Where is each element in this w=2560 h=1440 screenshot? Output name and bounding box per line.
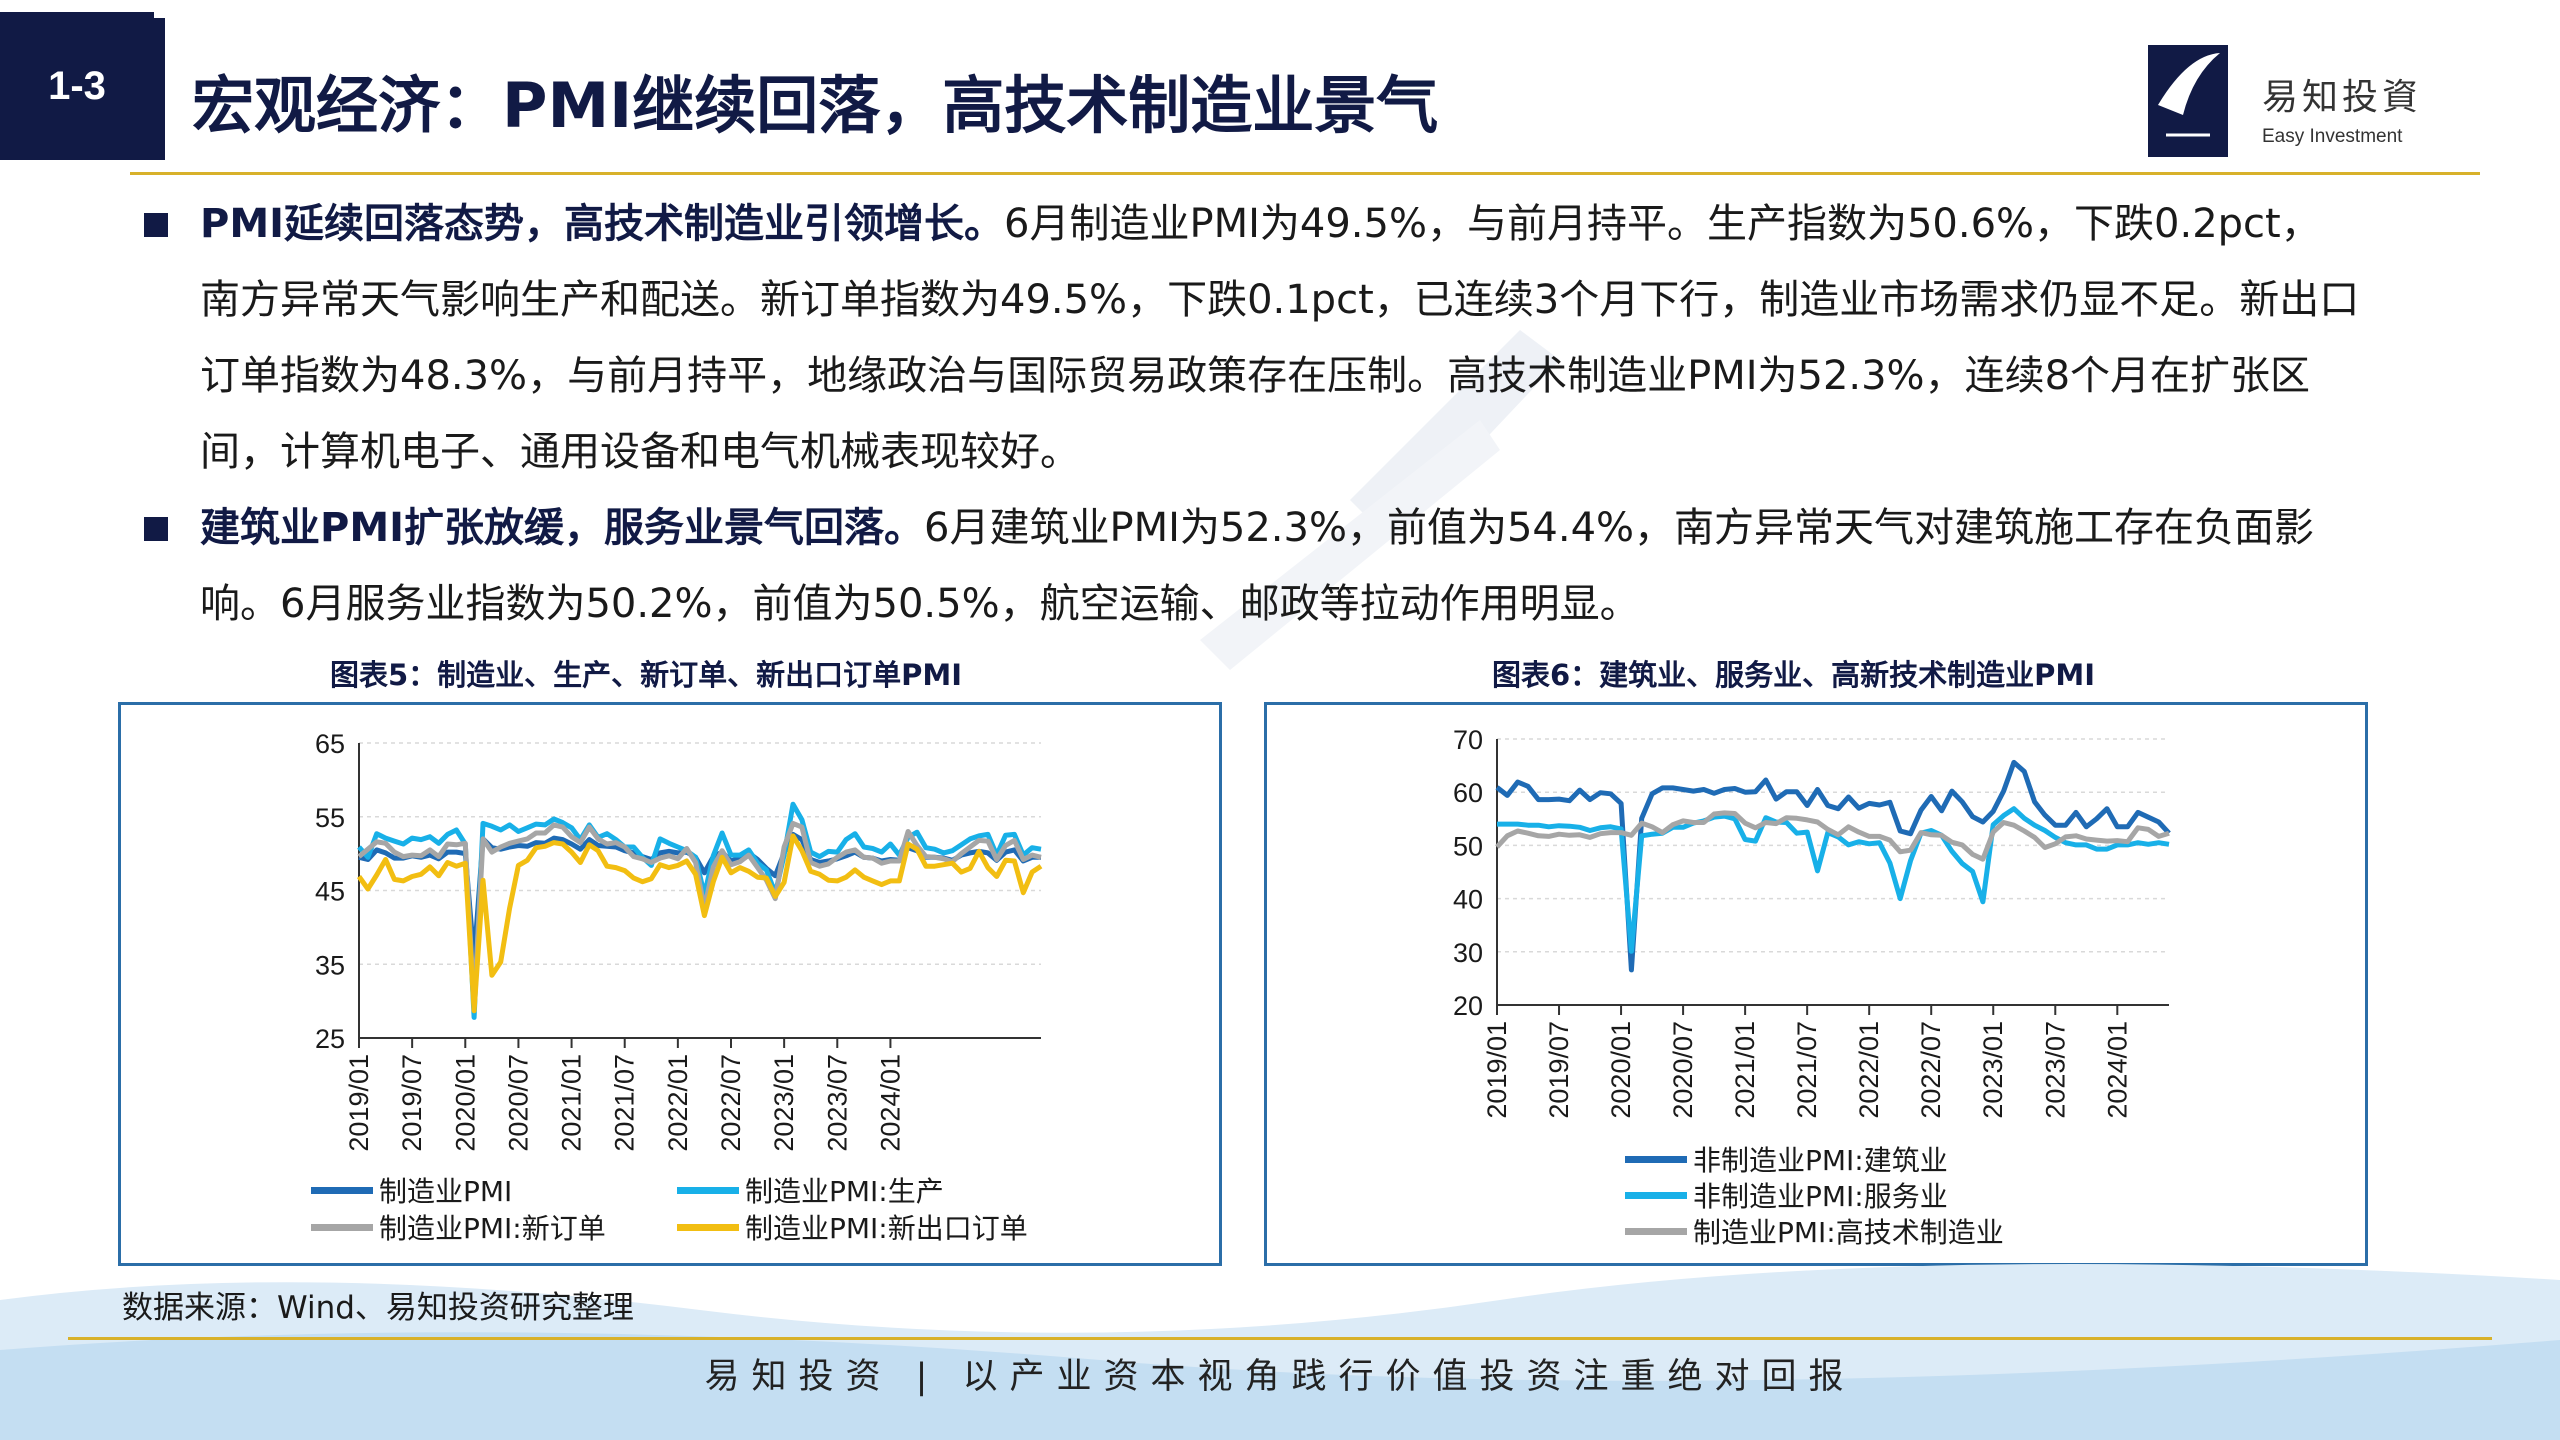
x-tick-label: 2024/01 <box>875 1054 905 1152</box>
legend-label: 非制造业PMI:服务业 <box>1693 1180 1948 1213</box>
legend-label: 制造业PMI <box>379 1175 513 1208</box>
series-line <box>357 801 1042 1020</box>
bullet-heading: PMI延续回落态势，高技术制造业引领增长。 <box>200 201 1005 247</box>
y-tick-label: 65 <box>315 729 345 759</box>
logo-subtitle: Easy Investment <box>2262 126 2403 147</box>
page-title: 宏观经济：PMI继续回落，高技术制造业景气 <box>192 69 1439 142</box>
section-number: 1-3 <box>48 63 106 108</box>
x-tick-label: 2019/01 <box>344 1054 374 1152</box>
legend-swatch <box>677 1223 739 1231</box>
legend-item: 制造业PMI <box>311 1170 512 1210</box>
legend-swatch <box>1625 1155 1687 1163</box>
series-line <box>1495 759 2171 973</box>
legend-swatch <box>311 1186 373 1194</box>
bullet-item: PMI延续回落态势，高技术制造业引领增长。6月制造业PMI为49.5%，与前月持… <box>140 186 2360 490</box>
x-tick-label: 2023/01 <box>1978 1021 2008 1119</box>
footer-wave-decoration <box>0 1264 2560 1440</box>
legend-item: 制造业PMI:新订单 <box>311 1207 606 1247</box>
x-tick-label: 2023/07 <box>2040 1021 2070 1119</box>
bullet-list: PMI延续回落态势，高技术制造业引领增长。6月制造业PMI为49.5%，与前月持… <box>140 186 2360 642</box>
y-tick-label: 40 <box>1453 885 1483 915</box>
header-divider <box>130 172 2480 175</box>
y-tick-label: 55 <box>315 803 345 833</box>
chart6-panel: 70 60 50 40 30 20 2019/01 2019/07 2020/01 2020/07… <box>1264 702 2368 1266</box>
legend-label: 制造业PMI:新出口订单 <box>745 1212 1028 1245</box>
bullet-heading: 建筑业PMI扩张放缓，服务业景气回落。 <box>200 505 925 551</box>
x-tick-label: 2023/01 <box>769 1054 799 1152</box>
y-tick-label: 70 <box>1453 725 1483 755</box>
chart5-title: 图表5：制造业、生产、新订单、新出口订单PMI <box>330 658 963 692</box>
legend-swatch <box>1625 1227 1687 1235</box>
chart5-panel: 65 55 45 35 25 2019/01 2019/07 2020/01 2020/07 20… <box>118 702 1222 1266</box>
bullet-text: 6月建筑业PMI为52.3%，前值为54.4%，南方异常天气对建筑施工存在负面影… <box>200 505 2315 627</box>
legend-label: 制造业PMI:新订单 <box>379 1212 606 1245</box>
x-tick-label: 2020/07 <box>503 1054 533 1152</box>
legend-item: 非制造业PMI:建筑业 <box>1625 1139 1948 1179</box>
x-tick-label: 2020/01 <box>450 1054 480 1152</box>
bullet-item: 建筑业PMI扩张放缓，服务业景气回落。6月建筑业PMI为52.3%，前值为54.… <box>140 490 2360 642</box>
legend-item: 制造业PMI:生产 <box>677 1170 944 1210</box>
legend-label: 制造业PMI:生产 <box>745 1175 944 1208</box>
x-tick-label: 2021/07 <box>610 1054 640 1152</box>
x-tick-label: 2021/07 <box>1792 1021 1822 1119</box>
chart6-title: 图表6：建筑业、服务业、高新技术制造业PMI <box>1492 658 2096 692</box>
legend-swatch <box>1625 1191 1687 1199</box>
y-tick-label: 25 <box>315 1024 345 1054</box>
x-tick-label: 2019/07 <box>1544 1021 1574 1119</box>
section-number-badge: 1-3 <box>0 12 154 160</box>
legend-swatch <box>677 1186 739 1194</box>
bullet-square-icon <box>144 517 168 541</box>
footer-divider <box>68 1337 2492 1340</box>
footer-slogan: 易知投资 | 以产业资本视角践行价值投资注重绝对回报 <box>704 1357 1856 1397</box>
x-tick-label: 2022/01 <box>1854 1021 1884 1119</box>
y-tick-label: 45 <box>315 877 345 907</box>
series-line <box>356 833 1043 1014</box>
logo-brand-text: 易知投資 <box>2262 77 2423 118</box>
bullet-square-icon <box>144 213 168 237</box>
x-tick-label: 2020/01 <box>1606 1021 1636 1119</box>
x-tick-label: 2024/01 <box>2102 1021 2132 1119</box>
x-tick-label: 2021/01 <box>1730 1021 1760 1119</box>
x-tick-label: 2022/07 <box>716 1054 746 1152</box>
series-line <box>1495 810 2170 862</box>
legend-item: 制造业PMI:高技术制造业 <box>1625 1211 2004 1251</box>
legend-label: 非制造业PMI:建筑业 <box>1693 1144 1948 1177</box>
y-tick-label: 60 <box>1453 778 1483 808</box>
y-tick-label: 35 <box>315 950 345 980</box>
easy-logo-icon <box>2148 45 2228 157</box>
section-accent-bar <box>147 18 165 160</box>
x-tick-label: 2022/01 <box>663 1054 693 1152</box>
data-source-note: 数据来源：Wind、易知投资研究整理 <box>122 1290 634 1326</box>
x-tick-label: 2021/01 <box>557 1054 587 1152</box>
y-tick-label: 50 <box>1453 831 1483 861</box>
legend-swatch <box>311 1223 373 1231</box>
x-tick-label: 2022/07 <box>1916 1021 1946 1119</box>
x-tick-label: 2023/07 <box>822 1054 852 1152</box>
legend-item: 非制造业PMI:服务业 <box>1625 1175 1948 1215</box>
x-tick-label: 2019/01 <box>1482 1021 1512 1119</box>
y-tick-label: 20 <box>1453 991 1483 1021</box>
x-tick-label: 2019/07 <box>397 1054 427 1152</box>
bullet-text: 6月制造业PMI为49.5%，与前月持平。生产指数为50.6%，下跌0.2pct… <box>200 201 2360 475</box>
y-tick-label: 30 <box>1453 938 1483 968</box>
legend-item: 制造业PMI:新出口订单 <box>677 1207 1028 1247</box>
x-tick-label: 2020/07 <box>1668 1021 1698 1119</box>
legend-label: 制造业PMI:高技术制造业 <box>1693 1216 2004 1249</box>
